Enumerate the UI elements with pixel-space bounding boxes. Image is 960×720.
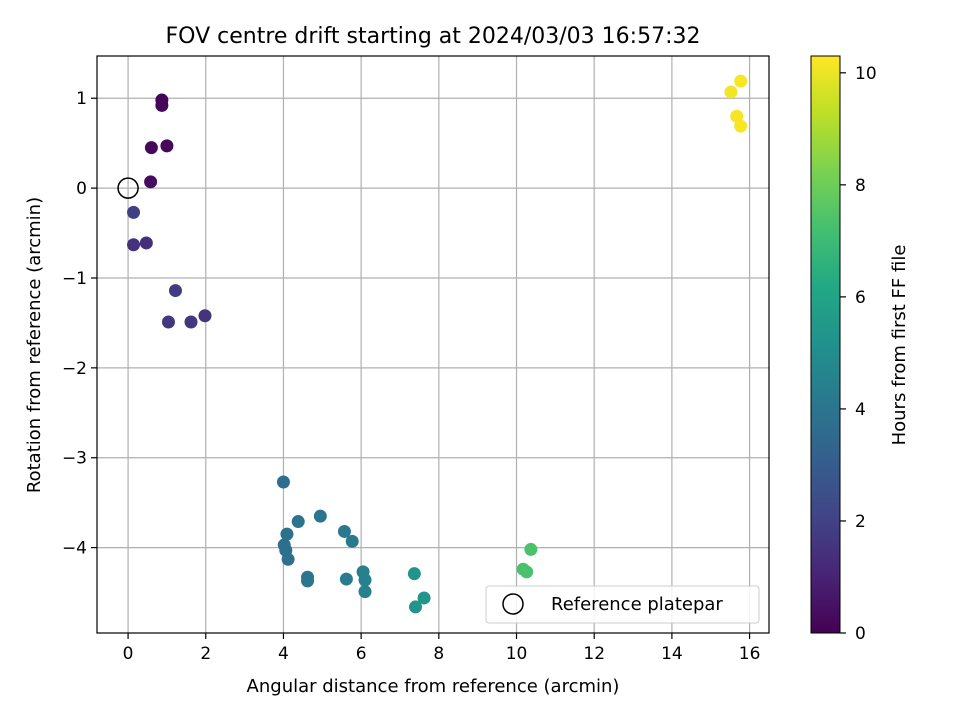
x-tick-label: 14 xyxy=(661,644,683,664)
grid-lines xyxy=(97,56,769,633)
y-tick-label: −4 xyxy=(62,539,87,559)
y-axis-label: Rotation from reference (arcmin) xyxy=(24,197,45,493)
x-axis-label: Angular distance from reference (arcmin) xyxy=(247,676,620,697)
drift-point xyxy=(161,315,175,329)
x-tick-label: 2 xyxy=(200,644,211,664)
colorbar-tick-label: 10 xyxy=(855,64,877,84)
drift-point xyxy=(417,591,431,605)
drift-point xyxy=(339,572,353,586)
legend-box xyxy=(485,585,760,624)
colorbar-tick-label: 4 xyxy=(855,400,866,420)
colorbar-tick-label: 2 xyxy=(855,512,866,532)
x-tick-label: 6 xyxy=(356,644,367,664)
drift-point xyxy=(281,552,295,566)
x-tick-label: 12 xyxy=(583,644,605,664)
drift-point xyxy=(127,205,141,219)
y-tick-label: −2 xyxy=(62,359,87,379)
drift-point xyxy=(139,236,153,250)
drift-point xyxy=(313,509,327,523)
drift-point xyxy=(730,109,744,123)
drift-point xyxy=(160,139,174,153)
colorbar-ticks: 0 2 4 6 8 10 xyxy=(840,64,877,644)
drift-point xyxy=(144,175,158,189)
drift-point xyxy=(301,574,315,588)
drift-point xyxy=(345,534,359,548)
data-points xyxy=(117,74,748,614)
colorbar-tick-label: 0 xyxy=(855,624,866,644)
x-tick-label: 16 xyxy=(739,644,761,664)
legend: Reference platepar xyxy=(485,585,760,624)
drift-point xyxy=(358,573,372,587)
drift-point xyxy=(724,85,738,99)
x-tick-label: 0 xyxy=(123,644,134,664)
drift-point xyxy=(734,119,748,133)
drift-point xyxy=(127,238,141,252)
drift-point xyxy=(276,475,290,489)
legend-marker-icon xyxy=(502,593,524,615)
drift-point xyxy=(291,515,305,529)
drift-point xyxy=(155,98,169,112)
x-tick-label: 10 xyxy=(506,644,528,664)
x-tick-label: 4 xyxy=(278,644,289,664)
colorbar-gradient xyxy=(810,55,841,634)
colorbar: 0 2 4 6 8 10 Hours from first FF file xyxy=(810,55,910,644)
y-axis-ticks: 1 0 −1 −2 −3 −4 xyxy=(62,89,97,559)
drift-point xyxy=(168,284,182,298)
colorbar-tick-label: 6 xyxy=(855,288,866,308)
y-tick-label: −1 xyxy=(62,269,87,289)
drift-point xyxy=(144,141,158,155)
drift-point xyxy=(409,600,423,614)
drift-point xyxy=(520,565,534,579)
drift-point xyxy=(524,542,538,556)
drift-point xyxy=(198,309,212,323)
legend-entry-reference: Reference platepar xyxy=(551,594,723,615)
plot-area-frame xyxy=(96,55,770,634)
y-tick-label: 1 xyxy=(76,89,87,109)
drift-point xyxy=(734,74,748,88)
drift-point xyxy=(358,585,372,599)
drift-point xyxy=(184,315,198,329)
x-tick-label: 8 xyxy=(433,644,444,664)
drift-point xyxy=(407,567,421,581)
colorbar-tick-label: 8 xyxy=(855,176,866,196)
chart-title: FOV centre drift starting at 2024/03/03 … xyxy=(166,24,701,49)
colorbar-label: Hours from first FF file xyxy=(889,245,910,446)
y-tick-label: 0 xyxy=(76,179,87,199)
x-axis-ticks: 0 2 4 6 8 10 12 14 16 xyxy=(123,633,761,664)
drift-point xyxy=(280,527,294,541)
y-tick-label: −3 xyxy=(62,449,87,469)
drift-point xyxy=(337,524,351,538)
reference-platepar-marker xyxy=(117,177,139,199)
